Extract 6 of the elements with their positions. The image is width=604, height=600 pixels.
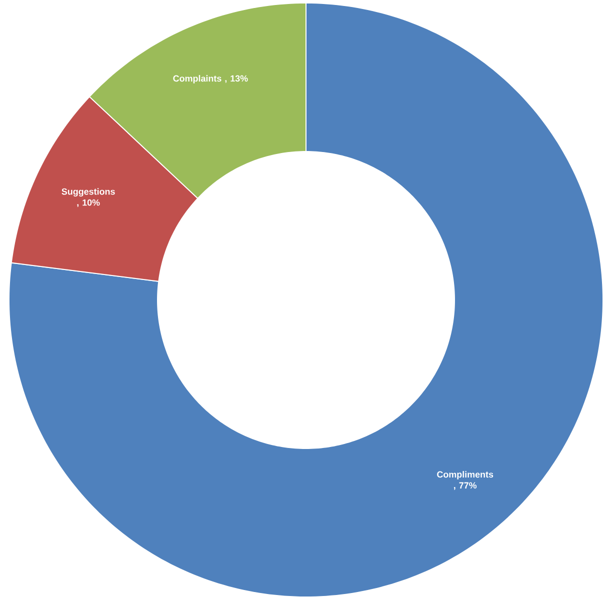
- data-label: , 77%: [454, 482, 477, 490]
- slice-label: Compliments: [437, 471, 494, 480]
- data-label: , 13%: [225, 75, 248, 83]
- data-label: , 10%: [77, 199, 100, 207]
- slice-label: Suggestions: [62, 188, 115, 197]
- slice-label: Complaints: [173, 75, 222, 84]
